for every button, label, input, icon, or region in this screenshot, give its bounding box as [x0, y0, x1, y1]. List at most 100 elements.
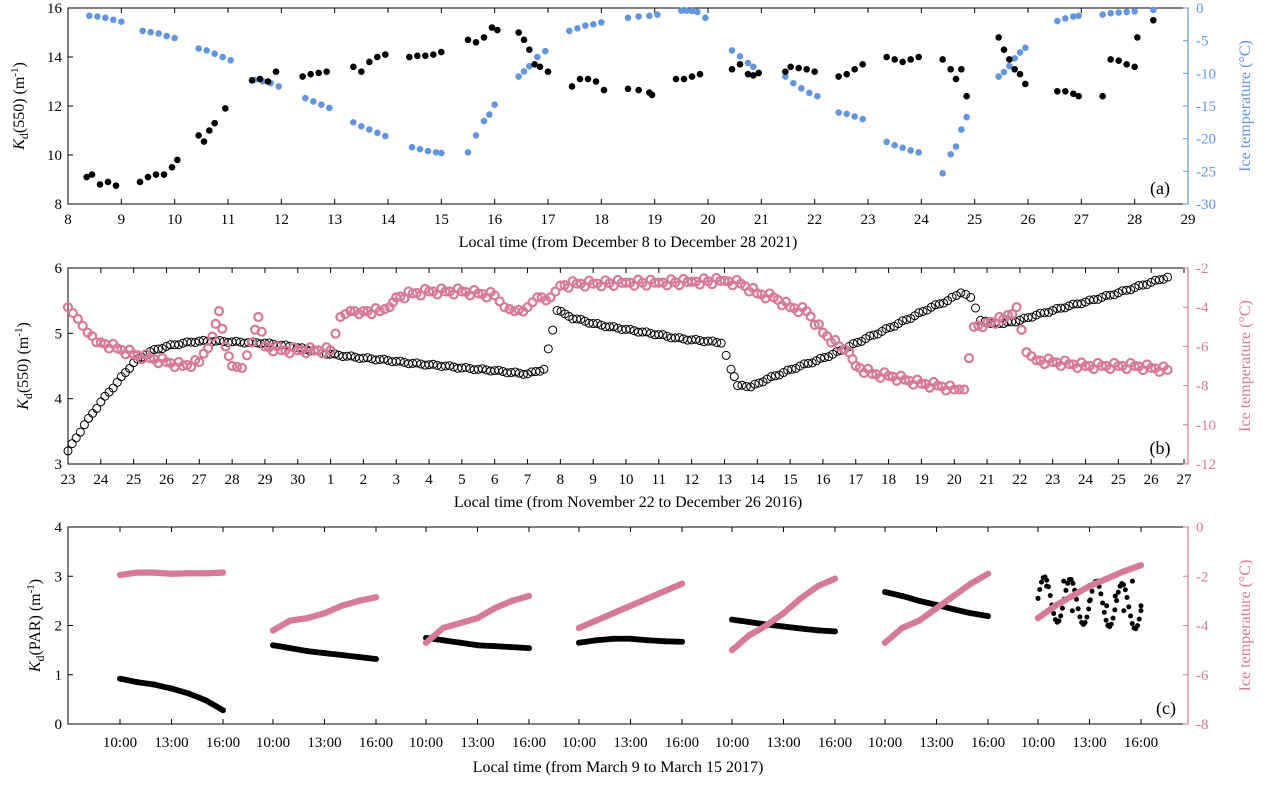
kd-point [783, 365, 793, 375]
ice-temp-point [790, 79, 797, 87]
kd-point [157, 344, 167, 354]
y-tick-label: 5 [55, 326, 63, 342]
ice-temp-point [736, 53, 744, 60]
ice-temp-point [423, 286, 435, 297]
ice-temp-point [1007, 309, 1018, 320]
ice-temp-point [195, 45, 202, 52]
kd-point [1112, 593, 1118, 599]
x-tick-label: 16:00 [206, 735, 240, 751]
kd-point [518, 369, 528, 379]
ice-temp-point [1062, 15, 1069, 22]
y2-tick-label: 0 [1196, 520, 1204, 536]
x-tick-label: 29 [257, 472, 272, 488]
kd-point [96, 397, 106, 407]
kd-point [1138, 280, 1148, 290]
ice-temp-point [958, 384, 970, 395]
kd-point [1138, 603, 1144, 609]
y-tick-label: 12 [47, 99, 62, 115]
kd-point [1122, 587, 1128, 593]
kd-point [464, 36, 472, 44]
kd-point [1089, 588, 1095, 594]
y2-tick-label: -2 [1196, 569, 1209, 585]
kd-point [1069, 608, 1075, 614]
x-tick-label: 10:00 [256, 735, 290, 751]
kd-point [995, 34, 1002, 41]
kd-point [584, 75, 592, 83]
kd-point [71, 433, 81, 443]
kd-point [750, 379, 760, 389]
x-tick-label: 26 [1144, 472, 1160, 488]
kd-point [96, 181, 104, 188]
kd-point [1115, 57, 1122, 64]
kd-point [477, 364, 487, 374]
kd-point [112, 182, 120, 189]
ice-temp-point [806, 89, 813, 97]
ice-temp-point [1016, 324, 1027, 335]
kd-point [1038, 579, 1044, 585]
kd-point [1121, 608, 1127, 614]
kd-point [1075, 606, 1081, 612]
y-tick-label: 4 [55, 392, 63, 408]
kd-point [1059, 605, 1065, 611]
ice-temp-point [358, 122, 365, 130]
y2-axis-label: Ice temperature (°C) [1237, 300, 1254, 432]
x-tick-label: 10 [619, 472, 634, 488]
kd-point [688, 73, 696, 80]
kd-point [885, 322, 895, 332]
ice-temp-point [947, 151, 954, 158]
ice-temp-point [227, 56, 234, 64]
kd-point [1056, 303, 1066, 313]
kd-point [136, 178, 144, 186]
kd-point [1110, 615, 1116, 621]
kd-point [963, 92, 970, 100]
ice-temp-point [545, 292, 556, 303]
kd-point [592, 78, 600, 85]
x-tick-label: 17 [541, 212, 557, 228]
kd-point [1073, 596, 1079, 602]
y2-tick-label: -25 [1196, 164, 1216, 180]
kd-point [1126, 285, 1136, 295]
kd-point [1054, 88, 1061, 95]
kd-point [526, 46, 533, 53]
x-tick-label: 25 [126, 472, 141, 488]
kd-point [1112, 607, 1118, 613]
kd-point [248, 76, 256, 84]
ice-temp-point [1002, 309, 1013, 321]
kd-point [104, 178, 112, 186]
kd-point [1060, 303, 1070, 313]
kd-point [1130, 283, 1140, 293]
ice-temp-point [1080, 360, 1091, 372]
x-tick-label: 22 [1012, 472, 1027, 488]
y2-tick-label: -30 [1196, 197, 1216, 213]
x-tick-label: 10:00 [409, 735, 443, 751]
kd-point [737, 380, 747, 390]
kd-point [654, 330, 664, 340]
y2-tick-label: -8 [1196, 717, 1209, 733]
kd-point [918, 306, 928, 316]
kd-point [1076, 299, 1086, 309]
ice-temp-point [963, 113, 970, 121]
x-tick-label: 9 [118, 212, 126, 228]
ice-temp-point [219, 53, 226, 61]
kd-point [79, 420, 89, 430]
x-tick-label: 16:00 [818, 735, 852, 751]
kd-point [1100, 600, 1106, 606]
kd-point [379, 354, 389, 364]
x-tick-label: 9 [589, 472, 597, 488]
ice-temp-point [831, 575, 839, 582]
ice-temp-point [859, 115, 866, 123]
ice-temp-point [843, 110, 850, 118]
kd-point [1135, 623, 1141, 629]
y2-tick-label: -5 [1196, 34, 1209, 50]
x-tick-label: 27 [1074, 212, 1090, 228]
kd-point [642, 327, 652, 337]
ice-temp-point [217, 323, 228, 334]
kd-point [580, 316, 590, 326]
kd-point [1163, 272, 1173, 282]
ice-temp-point [102, 14, 109, 22]
x-tick-label: 13:00 [919, 735, 953, 751]
kd-point [1150, 16, 1157, 24]
x-tick-label: 20 [947, 472, 962, 488]
kd-point [898, 316, 908, 326]
ice-temp-point [646, 12, 653, 20]
